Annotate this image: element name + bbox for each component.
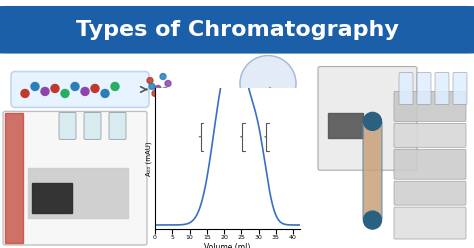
FancyBboxPatch shape (394, 92, 466, 121)
FancyBboxPatch shape (435, 72, 449, 104)
FancyBboxPatch shape (318, 66, 417, 170)
Circle shape (21, 90, 29, 97)
Circle shape (111, 83, 119, 91)
Circle shape (157, 95, 163, 101)
Circle shape (155, 86, 161, 92)
FancyBboxPatch shape (3, 111, 147, 245)
Circle shape (31, 83, 39, 91)
FancyBboxPatch shape (394, 123, 466, 147)
FancyBboxPatch shape (84, 112, 101, 139)
Text: Types of Chromatography: Types of Chromatography (75, 20, 399, 40)
Bar (32, 183, 72, 213)
Circle shape (91, 85, 99, 93)
Circle shape (149, 84, 155, 90)
FancyBboxPatch shape (0, 6, 474, 54)
Circle shape (364, 211, 382, 229)
Circle shape (41, 88, 49, 95)
Circle shape (162, 88, 168, 93)
FancyBboxPatch shape (394, 149, 466, 179)
Circle shape (51, 85, 59, 93)
FancyBboxPatch shape (59, 112, 76, 139)
FancyBboxPatch shape (453, 72, 467, 104)
FancyBboxPatch shape (394, 181, 466, 205)
Circle shape (61, 90, 69, 97)
FancyBboxPatch shape (417, 72, 431, 104)
FancyBboxPatch shape (109, 112, 126, 139)
Bar (28, 168, 128, 218)
Circle shape (147, 77, 153, 84)
Circle shape (81, 88, 89, 95)
Bar (5, 113, 23, 243)
FancyBboxPatch shape (363, 121, 382, 220)
FancyBboxPatch shape (11, 71, 149, 107)
X-axis label: Volume (ml): Volume (ml) (204, 243, 251, 248)
Circle shape (165, 81, 171, 87)
Circle shape (101, 90, 109, 97)
Circle shape (364, 112, 382, 130)
FancyBboxPatch shape (394, 207, 466, 239)
Bar (328, 113, 363, 138)
FancyBboxPatch shape (399, 72, 413, 104)
Circle shape (71, 83, 79, 91)
Circle shape (152, 91, 158, 96)
Y-axis label: A₀₀ (mAU): A₀₀ (mAU) (146, 141, 152, 176)
Circle shape (160, 73, 166, 80)
Circle shape (240, 56, 296, 111)
